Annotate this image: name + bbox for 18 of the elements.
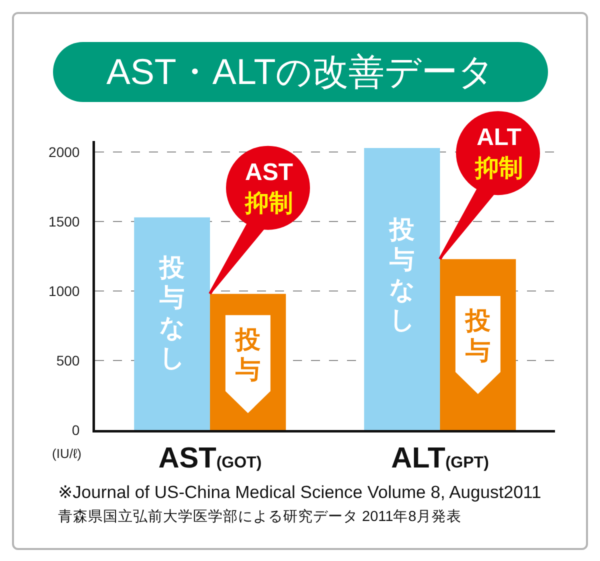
annotation: ALT 抑制 [474,124,523,182]
text: ※Journal of US-China Medical Science Volume 8, August2011 [58,482,542,503]
text: 青森県国立弘前大学医学部による研究データ 2011年8月発表 [58,508,462,526]
text: 投与なし [160,254,186,372]
x-tick-label: ALT(GPT) [391,442,489,474]
series-label: 投与なし [390,214,416,335]
x-tick-label: AST(GOT) [158,442,262,474]
y-axis-title: (IU/ℓ) [52,446,82,461]
y-tick-label: 1000 [48,282,80,299]
bar [364,148,440,430]
text: 投与 [465,307,490,365]
bar [134,217,210,430]
y-tick-label: 1500 [48,213,80,230]
y-tick-label: 500 [56,352,80,368]
y-tick-label: 2000 [48,144,80,160]
series-label: 投与 [235,325,260,386]
y-tick-label: 0 [72,422,80,438]
annotation: AST 抑制 [244,159,294,218]
